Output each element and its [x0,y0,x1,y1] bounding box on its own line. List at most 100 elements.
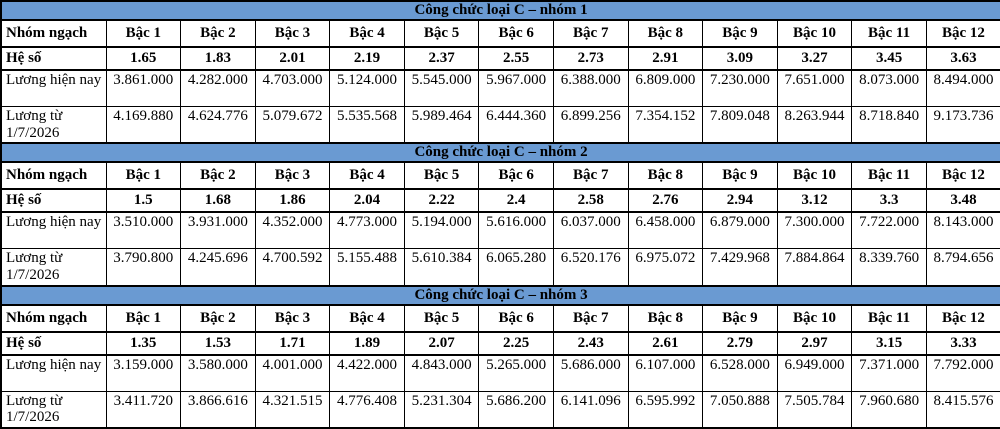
value-cell: 3.33 [925,331,1000,356]
value-cell: 2.4 [478,188,554,214]
value-cell: 3.159.000 [105,354,182,392]
table-title: Công chức loại C – nhóm 3 [0,285,1000,306]
value-cell: 5.124.000 [329,69,405,107]
value-cell: 3.27 [776,46,853,71]
value-cell: 8.339.760 [851,248,927,287]
value-cell: 2.91 [627,46,704,71]
value-cell: 6.809.000 [627,69,704,107]
row-label: Lương từ 1/7/2026 [0,105,107,144]
value-cell: 6.107.000 [627,354,704,392]
value-cell: 5.610.384 [403,248,480,287]
value-cell: 5.616.000 [478,211,554,250]
column-header: Bậc 1 [105,19,182,48]
column-header: Bậc 12 [925,304,1000,333]
column-header: Bậc 9 [702,19,778,48]
value-cell: 6.879.000 [702,211,778,250]
value-cell: 4.352.000 [254,211,331,250]
column-header: Bậc 6 [478,161,554,191]
value-cell: 3.12 [776,188,853,214]
column-header: Bậc 7 [552,161,629,191]
value-cell: 3.861.000 [105,69,182,107]
value-cell: 2.19 [329,46,405,71]
column-header: Bậc 8 [627,304,704,333]
column-header: Bậc 9 [702,161,778,191]
row-label: Lương hiện nay [0,354,107,392]
value-cell: 4.773.000 [329,211,405,250]
column-header: Bậc 4 [329,19,405,48]
value-cell: 5.265.000 [478,354,554,392]
column-header: Bậc 8 [627,19,704,48]
value-cell: 1.35 [105,331,182,356]
value-cell: 4.245.696 [180,248,256,287]
value-cell: 7.371.000 [851,354,927,392]
column-header: Bậc 2 [180,161,256,191]
table-row: Hệ số 1.65 1.83 2.01 2.19 2.37 2.55 2.73 2.91 3.0… [0,46,1000,71]
column-header: Bậc 4 [329,161,405,191]
value-cell: 5.155.488 [329,248,405,287]
value-cell: 8.143.000 [925,211,1000,250]
row-label: Hệ số [0,331,107,356]
value-cell: 3.510.000 [105,211,182,250]
table-row: Hệ số 1.35 1.53 1.71 1.89 2.07 2.25 2.43 2.61 2.7… [0,331,1000,356]
column-header: Bậc 3 [254,304,331,333]
value-cell: 1.68 [180,188,256,214]
value-cell: 2.25 [478,331,554,356]
value-cell: 2.43 [552,331,629,356]
value-cell: 2.07 [403,331,480,356]
value-cell: 2.76 [627,188,704,214]
value-cell: 6.037.000 [552,211,629,250]
column-header: Bậc 4 [329,304,405,333]
value-cell: 3.09 [702,46,778,71]
value-cell: 7.792.000 [925,354,1000,392]
value-cell: 7.722.000 [851,211,927,250]
value-cell: 7.230.000 [702,69,778,107]
value-cell: 1.89 [329,331,405,356]
value-cell: 1.5 [105,188,182,214]
value-cell: 4.001.000 [254,354,331,392]
value-cell: 8.794.656 [925,248,1000,287]
salary-table-nhom-1: Công chức loại C – nhóm 1 Nhóm ngạch Bậc 1… [0,0,1000,145]
column-header: Bậc 9 [702,304,778,333]
value-cell: 8.073.000 [851,69,927,107]
value-cell: 2.22 [403,188,480,214]
row-label: Hệ số [0,46,107,71]
value-cell: 8.718.840 [851,105,927,144]
value-cell: 7.429.968 [702,248,778,287]
row-header-label: Nhóm ngạch [0,161,107,191]
value-cell: 4.422.000 [329,354,405,392]
value-cell: 6.949.000 [776,354,853,392]
value-cell: 4.703.000 [254,69,331,107]
value-cell: 3.3 [851,188,927,214]
value-cell: 2.97 [776,331,853,356]
value-cell: 3.931.000 [180,211,256,250]
value-cell: 3.48 [925,188,1000,214]
value-cell: 8.263.944 [776,105,853,144]
value-cell: 3.45 [851,46,927,71]
column-header: Bậc 10 [776,161,853,191]
value-cell: 6.388.000 [552,69,629,107]
value-cell: 6.528.000 [702,354,778,392]
value-cell: 2.94 [702,188,778,214]
value-cell: 2.61 [627,331,704,356]
column-header: Bậc 5 [403,161,480,191]
column-header: Bậc 8 [627,161,704,191]
column-header: Bậc 12 [925,161,1000,191]
salary-table-nhom-2: Công chức loại C – nhóm 2 Nhóm ngạch Bậc 1… [0,142,1000,287]
column-header: Bậc 11 [851,19,927,48]
value-cell: 7.809.048 [702,105,778,144]
value-cell: 5.079.672 [254,105,331,144]
table-row: Hệ số 1.5 1.68 1.86 2.04 2.22 2.4 2.58 2.76 2.94 3… [0,188,1000,214]
column-header: Bậc 10 [776,304,853,333]
row-label: Hệ số [0,188,107,214]
column-header: Bậc 1 [105,304,182,333]
value-cell: 6.899.256 [552,105,629,144]
table-row: Lương hiện nay 3.861.000 4.282.000 4.703.00… [0,69,1000,107]
row-label: Lương từ 1/7/2026 [0,248,107,287]
value-cell: 3.580.000 [180,354,256,392]
value-cell: 2.01 [254,46,331,71]
value-cell: 4.700.592 [254,248,331,287]
value-cell: 7.651.000 [776,69,853,107]
value-cell: 8.494.000 [925,69,1000,107]
column-header: Bậc 11 [851,304,927,333]
